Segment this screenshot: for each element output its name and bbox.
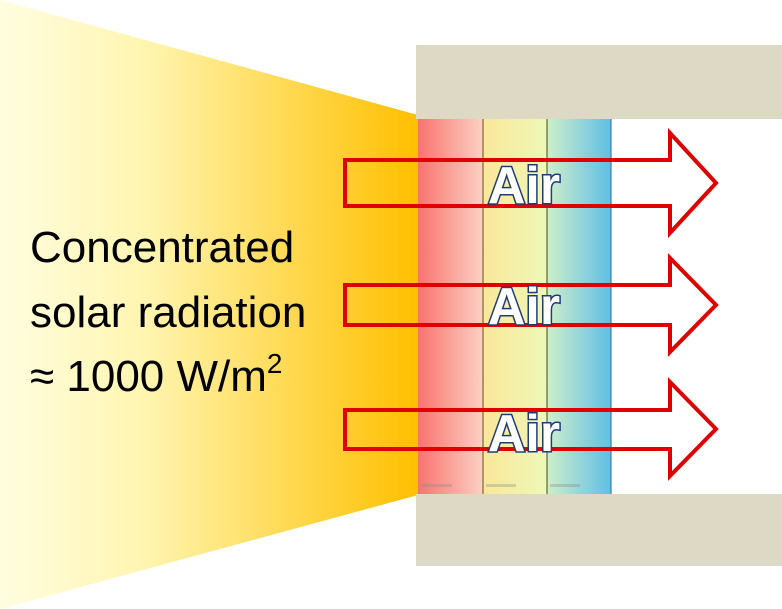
solar-beam <box>0 0 418 609</box>
absorber-layer-2 <box>483 119 547 494</box>
absorber <box>418 119 612 494</box>
air-arrow-2: Air <box>343 253 719 357</box>
air-label: Air <box>488 405 560 463</box>
housing-bottom <box>416 494 782 566</box>
air-label: Air <box>488 278 560 336</box>
air-label: Air <box>488 157 560 215</box>
radiation-label: Concentrated solar radiation ≈ 1000 W/m2 <box>30 223 306 401</box>
absorber-layer-3 <box>547 119 611 494</box>
unit-superscript: 2 <box>267 348 283 379</box>
layer-tiny-captions <box>422 484 580 487</box>
radiation-label-line-2: solar radiation <box>30 288 306 337</box>
absorber-layer-1 <box>418 119 483 494</box>
radiation-value: ≈ 1000 W/m <box>30 352 267 401</box>
radiation-label-line-1: Concentrated <box>30 223 294 272</box>
housing-top <box>416 45 782 119</box>
air-arrow-3: Air <box>343 377 719 481</box>
radiation-label-line-3: ≈ 1000 W/m2 <box>30 348 282 401</box>
air-arrow-1: Air <box>343 127 719 239</box>
